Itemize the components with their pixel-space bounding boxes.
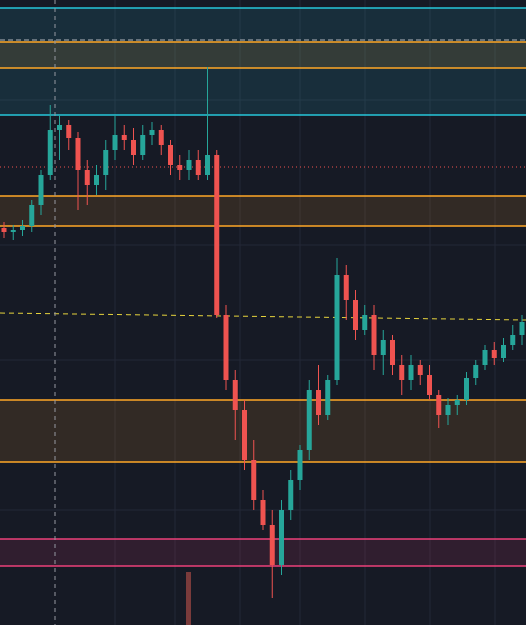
candle-body (353, 300, 358, 330)
candle-body (29, 205, 35, 226)
candle-body (306, 390, 312, 450)
candle-body (510, 335, 516, 345)
zone (0, 42, 526, 68)
candle-body (177, 165, 183, 170)
candle-body (168, 145, 173, 165)
candle-body (47, 130, 53, 175)
zone (0, 196, 526, 226)
candle-body (66, 125, 72, 138)
candle-body (269, 525, 275, 565)
candle-body (242, 410, 247, 460)
volume-bar (186, 572, 191, 625)
candle-body (501, 345, 506, 358)
candle-body (103, 150, 109, 175)
candle-body (325, 380, 331, 415)
candle-body (84, 170, 90, 185)
candle-body (57, 125, 62, 130)
candle-body (491, 350, 497, 358)
candle-body (390, 340, 395, 365)
candle-body (75, 138, 81, 170)
candle-body (519, 322, 525, 335)
candle-body (473, 365, 479, 378)
candle-body (408, 365, 414, 380)
candle-body (436, 395, 442, 415)
zone (0, 539, 526, 566)
candle-body (316, 390, 321, 415)
candle-body (279, 510, 284, 565)
trend-line (0, 312, 526, 321)
candle-body (482, 350, 488, 365)
zone (0, 8, 526, 115)
candle-body (38, 175, 44, 205)
candle-body (20, 226, 25, 230)
candle-body (399, 365, 405, 380)
candle-body (464, 378, 469, 400)
candle-body (251, 460, 257, 500)
candle-body (334, 275, 340, 380)
candle-body (445, 405, 451, 415)
candle-body (232, 380, 238, 410)
candle-body (205, 155, 210, 175)
candle-body (1, 228, 7, 232)
candle-body (214, 155, 220, 315)
candle-body (427, 375, 432, 395)
candle-body (343, 275, 349, 300)
candle-body (380, 340, 386, 355)
candle-body (371, 315, 377, 355)
candle-body (94, 175, 99, 185)
plot (0, 7, 526, 598)
candle-body (362, 315, 368, 330)
candle-body (195, 160, 201, 175)
candle-body (260, 500, 266, 525)
candle-body (158, 130, 164, 145)
candle-body (121, 135, 127, 140)
candle-body (297, 450, 303, 480)
candle-body (112, 135, 118, 150)
candle-body (454, 400, 460, 405)
candle-body (223, 315, 229, 380)
candle-body (140, 135, 146, 155)
candle-body (131, 140, 136, 155)
candle-body (186, 160, 192, 170)
candle-body (288, 480, 294, 510)
candle-body (149, 130, 155, 135)
candle-body (10, 230, 16, 232)
candle-body (417, 365, 423, 375)
